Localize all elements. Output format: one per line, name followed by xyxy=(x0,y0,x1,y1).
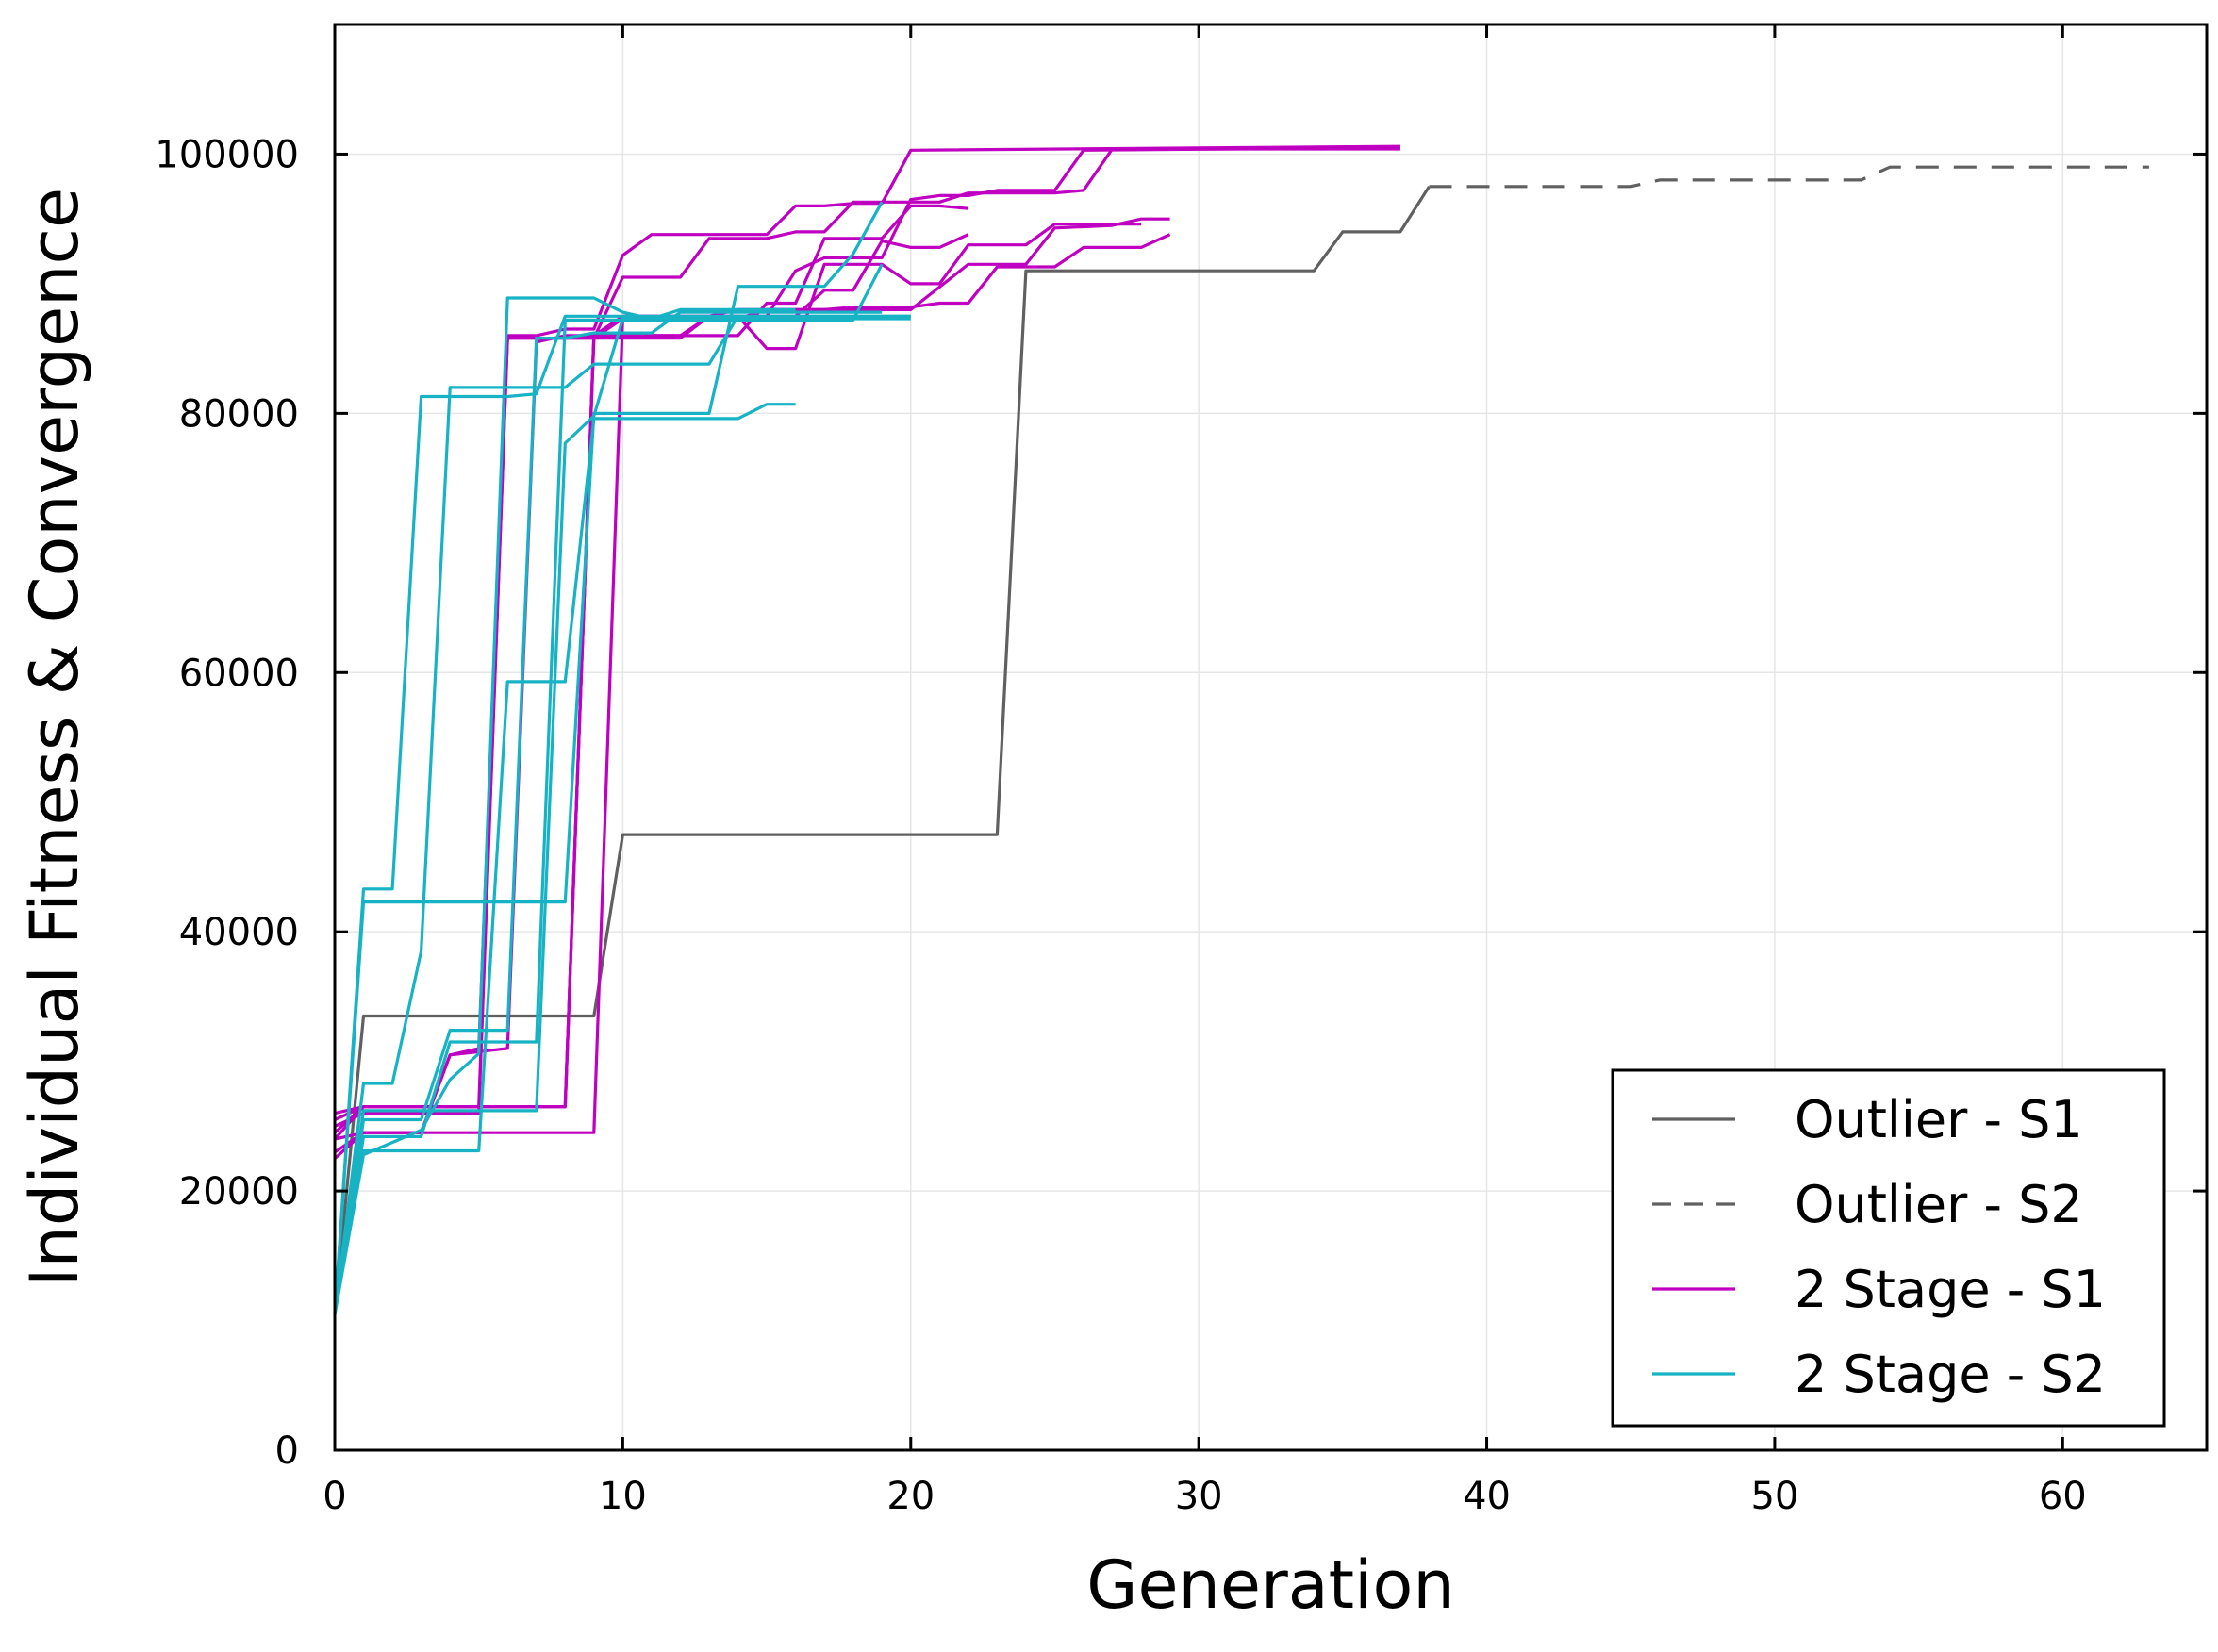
series-line xyxy=(333,314,911,1314)
x-tick-label: 40 xyxy=(1463,1475,1511,1518)
y-tick-label: 20000 xyxy=(179,1170,299,1214)
series-line xyxy=(1429,165,2149,189)
series-line xyxy=(333,296,911,1314)
series-line xyxy=(333,310,883,1314)
legend-label: 2 Stage - S1 xyxy=(1795,1260,2106,1319)
x-tick-label: 50 xyxy=(1750,1475,1798,1518)
legend: Outlier - S1 Outlier - S2 2 Stage - S1 2 St… xyxy=(1611,1068,2166,1428)
series-line xyxy=(334,217,1170,1154)
plot-frame xyxy=(333,23,2209,1452)
legend-label: Outlier - S1 xyxy=(1795,1090,2083,1149)
legend-label: 2 Stage - S2 xyxy=(1795,1345,2106,1404)
series-lines xyxy=(333,144,2149,1314)
x-tick-label: 10 xyxy=(599,1475,647,1518)
series-line xyxy=(333,201,884,1314)
y-tick-label: 40000 xyxy=(179,911,299,954)
x-tick-label: 60 xyxy=(2039,1475,2087,1518)
series-line xyxy=(333,307,796,1314)
axis-ticks: 0 10 20 30 40 50 60 0 20000 40000 60000 80000 100000 xyxy=(155,25,2207,1518)
y-tick-label: 100000 xyxy=(155,133,299,176)
x-axis-label: Generation xyxy=(1086,1546,1455,1624)
y-tick-label: 60000 xyxy=(179,652,299,695)
legend-box xyxy=(1611,1068,2166,1428)
series-line xyxy=(333,314,911,1314)
y-axis-label: Individual Fitness & Convergence xyxy=(16,188,93,1287)
series-line xyxy=(334,204,968,1121)
y-tick-label: 80000 xyxy=(179,392,299,436)
x-tick-label: 0 xyxy=(323,1475,346,1518)
legend-label: Outlier - S2 xyxy=(1795,1175,2083,1234)
x-tick-label: 20 xyxy=(886,1475,935,1518)
series-line xyxy=(333,403,796,1314)
y-tick-label: 0 xyxy=(275,1429,299,1473)
series-line xyxy=(333,146,1400,1160)
x-tick-label: 30 xyxy=(1175,1475,1223,1518)
